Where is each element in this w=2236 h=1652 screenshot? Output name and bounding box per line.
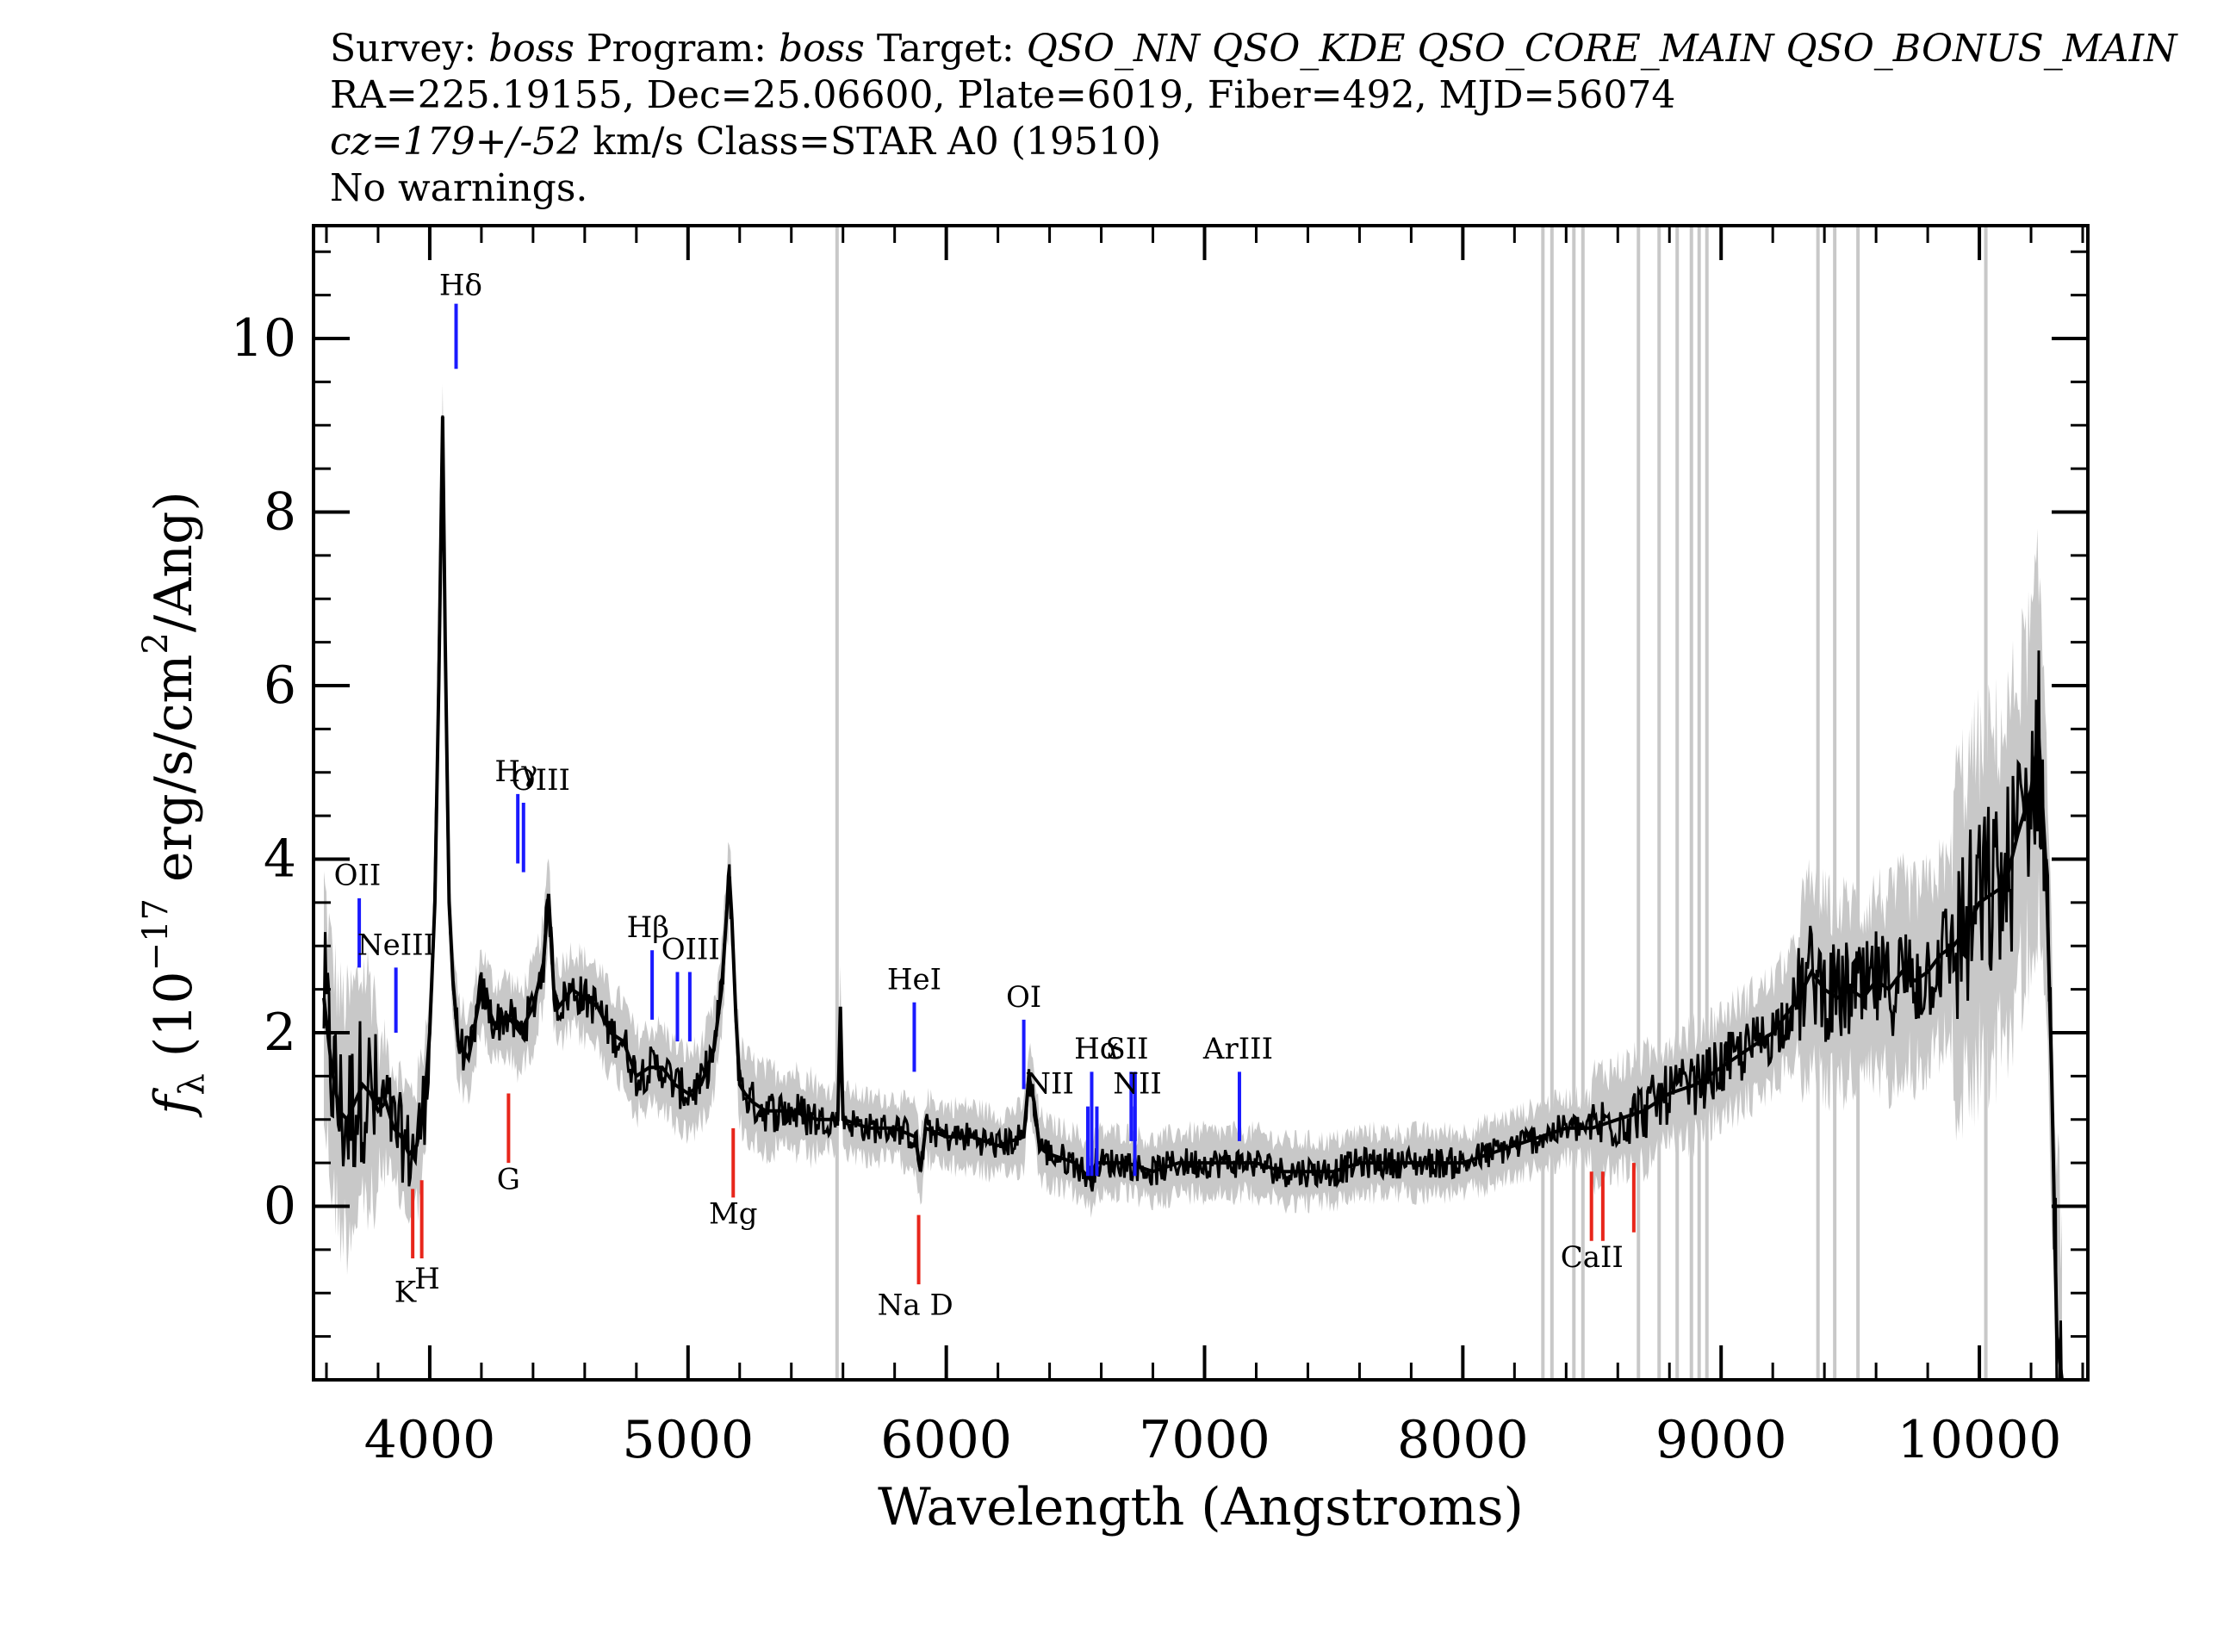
x-tick-label: 7000 xyxy=(1139,1410,1270,1470)
header-text-span: km/s Class=STAR A0 (19510) xyxy=(581,120,1162,164)
header-line-redshift: cz=179+/-52 km/s Class=STAR A0 (19510) xyxy=(330,119,2225,165)
spectral-line-label: SII xyxy=(1105,1032,1148,1066)
spectral-line-label: OII xyxy=(334,859,382,893)
x-tick-label: 10000 xyxy=(1897,1410,2062,1470)
header-line-survey: Survey: boss Program: boss Target: QSO_N… xyxy=(330,26,2225,72)
header-line-coordinates: RA=225.19155, Dec=25.06600, Plate=6019, … xyxy=(330,73,1676,117)
x-tick-label: 6000 xyxy=(880,1410,1012,1470)
x-tick-label: 4000 xyxy=(364,1410,496,1470)
y-axis-label: fλ (10−17 erg/s/cm2/Ang) xyxy=(136,491,212,1118)
x-tick-label: 5000 xyxy=(622,1410,754,1470)
y-tick-label: 4 xyxy=(264,829,296,889)
spectral-line-label: Hβ xyxy=(627,910,669,945)
spectrum-header: Survey: boss Program: boss Target: QSO_N… xyxy=(330,26,2225,212)
header-text-span: Survey: xyxy=(330,27,489,71)
spectral-line-label: OI xyxy=(1006,980,1041,1015)
y-tick-label: 10 xyxy=(231,308,296,369)
y-tick-label: 8 xyxy=(264,481,296,542)
header-text-span: cz=179+/-52 xyxy=(330,120,581,164)
spectral-line-label: OIII xyxy=(661,932,720,966)
spectral-line-label: G xyxy=(497,1162,520,1196)
y-tick-label: 0 xyxy=(264,1176,296,1236)
header-text-span: QSO_NN QSO_KDE QSO_CORE_MAIN QSO_BONUS_M… xyxy=(1026,27,2177,71)
spectral-line-label: Hα xyxy=(1074,1032,1120,1066)
header-text-span: boss xyxy=(488,27,575,71)
spectral-line-label: NeIII xyxy=(357,928,435,962)
spectral-line-label: NII xyxy=(1113,1067,1162,1102)
spectral-line-label: Mg xyxy=(709,1197,758,1232)
y-tick-label: 2 xyxy=(264,1003,296,1063)
header-text-span: boss xyxy=(779,27,865,71)
spectral-line-label: Hγ xyxy=(494,755,537,789)
spectral-line-label: ArIII xyxy=(1202,1032,1273,1066)
spectral-line-label: H xyxy=(414,1262,440,1296)
spectral-line-label: Hδ xyxy=(439,269,482,303)
spectral-line-label: NII xyxy=(1025,1067,1074,1102)
spectral-line-label: CaII xyxy=(1561,1240,1624,1275)
spectral-line-label: Na D xyxy=(878,1288,953,1322)
flux-raw-noise xyxy=(322,415,2063,1380)
flux-line xyxy=(322,416,2064,1380)
header-text-span: Target: xyxy=(864,27,1027,71)
y-tick-label: 6 xyxy=(264,655,296,716)
spectral-line-label: K xyxy=(394,1275,417,1309)
plot-frame xyxy=(312,224,2090,1382)
spectral-line-label: OIII xyxy=(512,763,570,798)
x-tick-label: 9000 xyxy=(1655,1410,1787,1470)
x-axis-label: Wavelength (Angstroms) xyxy=(878,1477,1524,1537)
header-line-warnings: No warnings. xyxy=(330,166,588,210)
spectral-line-label: HeI xyxy=(887,963,941,997)
x-tick-label: 8000 xyxy=(1397,1410,1529,1470)
header-text-span: Program: xyxy=(574,27,779,71)
